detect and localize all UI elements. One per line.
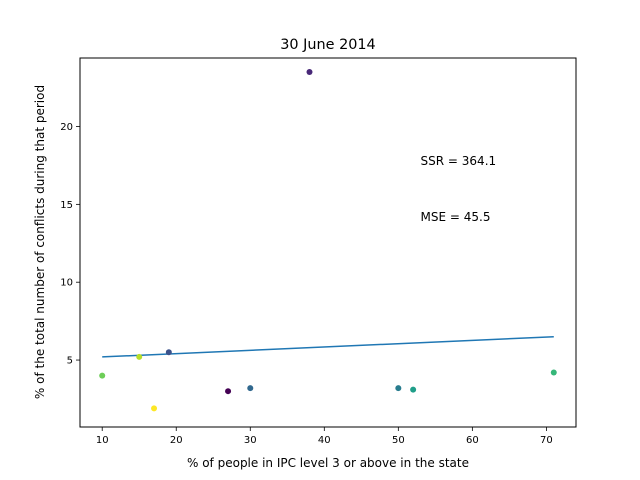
x-tick-label: 50	[392, 435, 405, 446]
data-point-9	[151, 405, 158, 412]
data-point-0	[306, 69, 313, 76]
x-tick-label: 20	[170, 435, 183, 446]
y-tick-label: 10	[60, 278, 73, 289]
x-tick-label: 30	[244, 435, 257, 446]
data-point-4	[550, 369, 557, 376]
y-ticks: 5 10 15 20	[60, 122, 80, 367]
x-tick-label: 70	[540, 435, 553, 446]
data-point-2	[136, 353, 143, 360]
data-point-5	[247, 385, 254, 392]
data-point-3	[99, 372, 106, 379]
y-tick-label: 20	[60, 122, 73, 133]
data-point-1	[165, 349, 172, 356]
x-tick-label: 40	[318, 435, 331, 446]
points-layer	[99, 69, 557, 412]
data-point-8	[225, 388, 232, 395]
y-tick-label: 15	[60, 200, 73, 211]
annotation-0: SSR = 364.1	[421, 154, 497, 168]
y-tick-label: 5	[67, 356, 73, 367]
x-axis-label: % of people in IPC level 3 or above in t…	[187, 456, 469, 470]
data-point-6	[395, 385, 402, 392]
fit-line-layer	[102, 335, 554, 358]
x-ticks: 10 20 30 40 50 60 70	[96, 427, 553, 446]
y-axis-label: % of the total number of conflicts durin…	[33, 85, 47, 399]
data-point-7	[410, 386, 417, 393]
plot-frame	[79, 57, 577, 428]
plot-background	[80, 58, 576, 427]
annotation-1: MSE = 45.5	[421, 210, 491, 224]
x-tick-label: 60	[466, 435, 479, 446]
annotations: SSR = 364.1 MSE = 45.5	[421, 154, 497, 224]
x-tick-label: 10	[96, 435, 109, 446]
regression-line	[102, 335, 554, 358]
chart-title: 30 June 2014	[280, 37, 375, 53]
